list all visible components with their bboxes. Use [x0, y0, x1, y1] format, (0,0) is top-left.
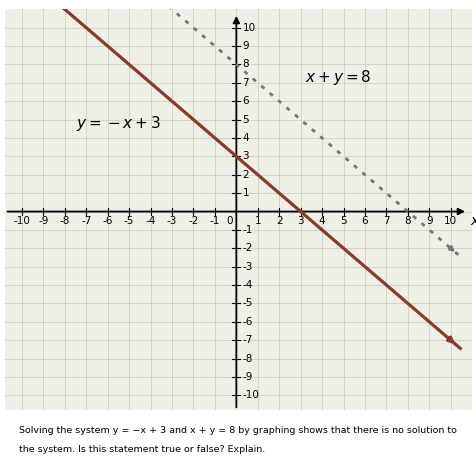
Text: -1: -1	[209, 216, 219, 226]
Text: 7: 7	[242, 78, 248, 88]
Text: $x+y=8$: $x+y=8$	[304, 68, 371, 87]
Text: 6: 6	[242, 96, 248, 106]
Text: -7: -7	[242, 335, 252, 345]
Text: -4: -4	[242, 280, 252, 290]
Text: 1: 1	[254, 216, 260, 226]
Text: 10: 10	[443, 216, 456, 226]
Text: 3: 3	[242, 151, 248, 161]
Text: -6: -6	[102, 216, 113, 226]
Text: 5: 5	[242, 115, 248, 124]
Text: 2: 2	[242, 170, 248, 180]
Text: -5: -5	[124, 216, 134, 226]
Text: Solving the system y = −x + 3 and x + y = 8 by graphing shows that there is no s: Solving the system y = −x + 3 and x + y …	[19, 426, 456, 435]
Text: -3: -3	[167, 216, 177, 226]
Text: -6: -6	[242, 317, 252, 327]
Text: -2: -2	[188, 216, 198, 226]
Text: 2: 2	[275, 216, 282, 226]
Text: 0: 0	[226, 216, 233, 226]
Text: $y=-x+3$: $y=-x+3$	[76, 114, 160, 133]
Text: 6: 6	[361, 216, 367, 226]
Text: 4: 4	[318, 216, 325, 226]
Text: 4: 4	[242, 133, 248, 143]
Text: -9: -9	[38, 216, 49, 226]
Text: 9: 9	[425, 216, 432, 226]
Text: the system. Is this statement true or false? Explain.: the system. Is this statement true or fa…	[19, 445, 265, 454]
Text: -2: -2	[242, 243, 252, 254]
Text: -3: -3	[242, 262, 252, 272]
Text: 3: 3	[297, 216, 303, 226]
Text: x: x	[469, 214, 476, 228]
Text: 5: 5	[339, 216, 346, 226]
Text: -1: -1	[242, 225, 252, 235]
Text: -7: -7	[81, 216, 91, 226]
Text: -4: -4	[145, 216, 156, 226]
Text: 1: 1	[242, 188, 248, 198]
Text: -8: -8	[242, 354, 252, 363]
Text: 8: 8	[404, 216, 410, 226]
Text: -10: -10	[13, 216, 30, 226]
Text: 7: 7	[382, 216, 389, 226]
Text: -9: -9	[242, 372, 252, 382]
Text: 10: 10	[242, 23, 255, 33]
Text: 8: 8	[242, 60, 248, 69]
Text: -8: -8	[60, 216, 70, 226]
Text: -10: -10	[242, 391, 258, 400]
Text: 9: 9	[242, 41, 248, 51]
Text: -5: -5	[242, 298, 252, 308]
